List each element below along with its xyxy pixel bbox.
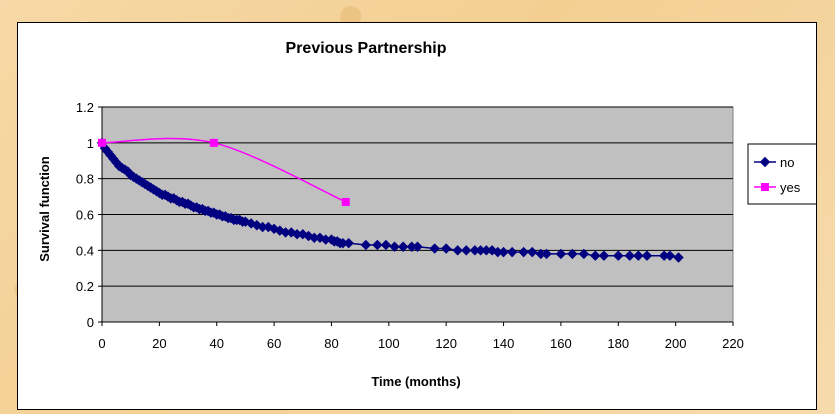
x-tick-label: 40 (209, 336, 223, 351)
data-point-no (567, 248, 578, 260)
data-point-no (541, 248, 552, 260)
y-tick-label: 0.6 (76, 208, 94, 223)
x-tick-label: 80 (324, 336, 338, 351)
data-point-no (673, 252, 684, 263)
data-point-no (555, 248, 567, 260)
data-point-no (389, 241, 400, 252)
data-point-no (518, 246, 529, 258)
data-point-no (598, 250, 610, 261)
x-tick-label: 100 (378, 336, 400, 351)
data-point-no (633, 250, 644, 261)
y-tick-label: 0.4 (76, 243, 94, 258)
x-tick-label: 180 (607, 336, 629, 351)
data-point-no (527, 246, 538, 258)
legend-box (747, 143, 816, 205)
legend-marker-yes (761, 183, 769, 191)
x-tick-label: 200 (665, 336, 687, 351)
y-axis-title: Survival function (37, 156, 52, 262)
x-tick-label: 120 (435, 336, 457, 351)
legend: no yes (747, 143, 816, 205)
data-point-no (397, 241, 409, 252)
y-tick-label: 0.8 (76, 172, 94, 187)
y-tick-label: 0 (87, 315, 94, 330)
x-tick-label: 140 (493, 336, 515, 351)
data-point-no (506, 246, 518, 258)
y-tick-label: 0.2 (76, 279, 94, 294)
data-point-no (380, 239, 392, 251)
legend-label-no: no (780, 155, 794, 170)
data-point-no (613, 250, 624, 261)
data-point-no (429, 243, 440, 254)
data-point-no (461, 245, 472, 256)
data-point-yes (209, 138, 218, 147)
chart-container: Previous Partnership 0 0.2 0.4 0.6 0.8 1 1.2 0 2… (17, 22, 817, 410)
data-point-no (590, 250, 601, 261)
data-point-no (641, 250, 653, 261)
data-point-no (624, 250, 635, 261)
data-point-no (372, 239, 383, 251)
x-tick-label: 0 (98, 336, 105, 351)
data-point-no (440, 243, 452, 254)
x-tick-label: 60 (267, 336, 281, 351)
x-tick-label: 160 (550, 336, 572, 351)
legend-marker-no (759, 156, 771, 168)
data-point-no (664, 250, 676, 261)
data-point-yes (98, 138, 106, 147)
data-point-no (452, 245, 463, 256)
data-point-no (578, 248, 590, 260)
x-tick-label: 220 (722, 336, 744, 351)
data-point-no (498, 246, 509, 258)
x-axis-title: Time (months) (371, 374, 460, 389)
chart-title: Previous Partnership (286, 40, 447, 57)
data-point-yes (341, 197, 350, 206)
legend-label-yes: yes (780, 180, 801, 195)
y-tick-label: 1 (87, 136, 94, 151)
data-point-no (343, 237, 354, 249)
x-tick-label: 20 (152, 336, 166, 351)
chart-svg: Previous Partnership 0 0.2 0.4 0.6 0.8 1 1.2 0 2… (37, 40, 816, 389)
data-point-no (412, 241, 423, 252)
plot-area: 0 0.2 0.4 0.6 0.8 1 1.2 0 20 40 60 80 100 120 140 160 18… (76, 100, 744, 351)
data-point-no (360, 239, 372, 251)
y-tick-label: 1.2 (76, 100, 94, 115)
